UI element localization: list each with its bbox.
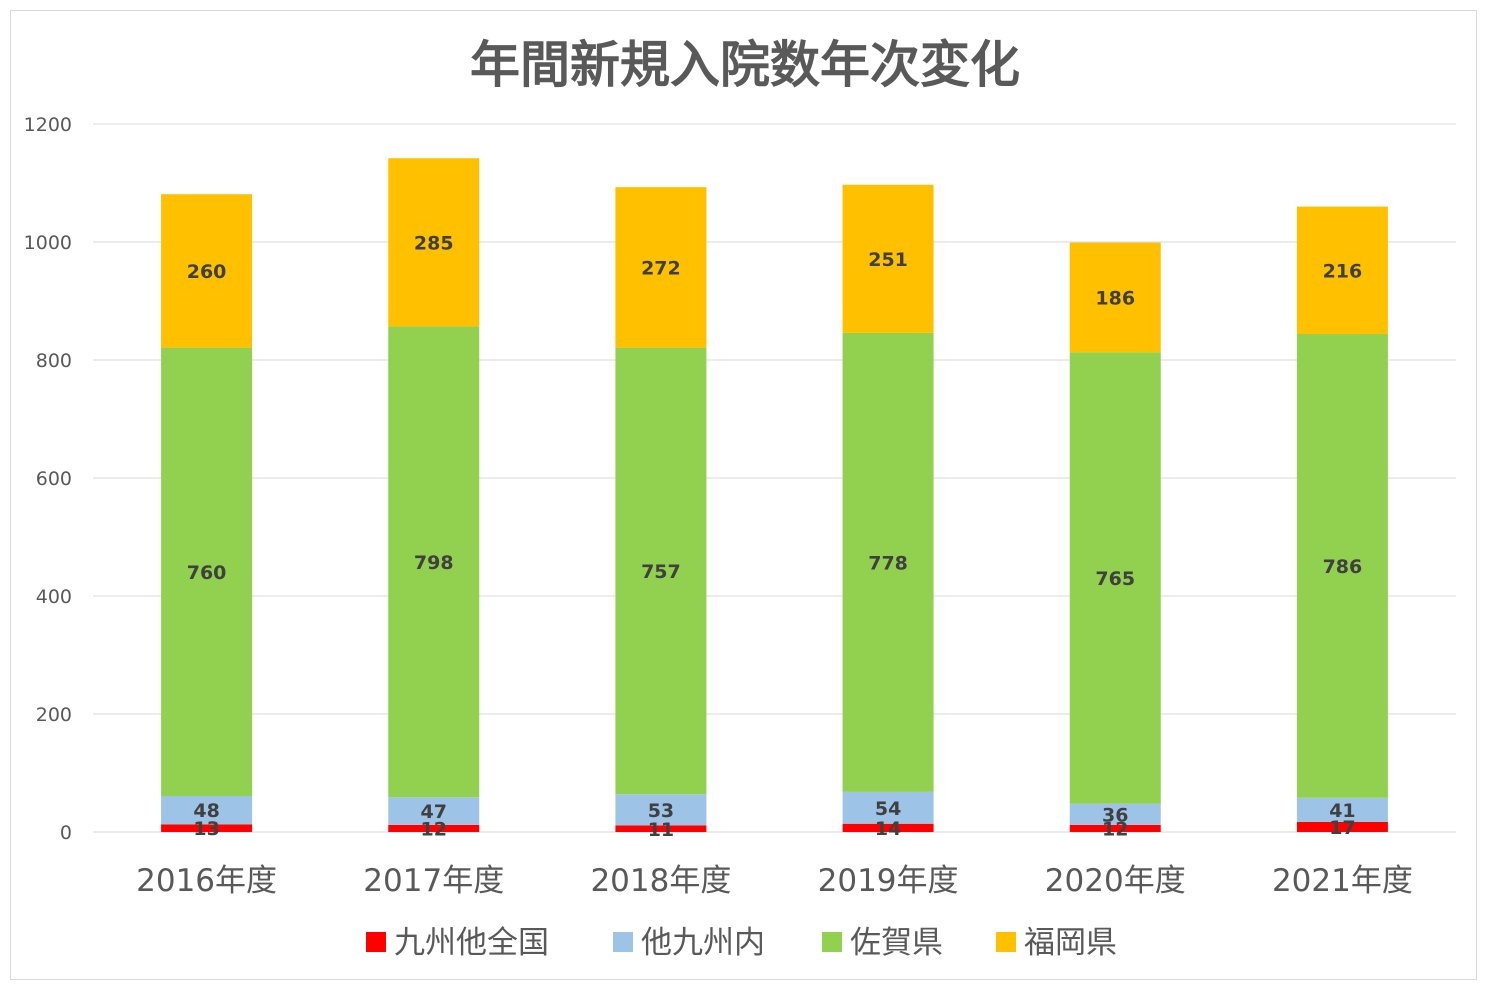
data-label: 12	[1102, 818, 1128, 840]
x-tick-label: 2016年度	[136, 863, 277, 899]
legend-swatch	[996, 932, 1016, 952]
gridlines	[93, 123, 1456, 833]
bar-segment	[1069, 352, 1161, 804]
bar-segment	[1069, 824, 1161, 832]
data-label: 48	[193, 800, 219, 822]
data-label: 786	[1323, 556, 1363, 578]
data-label: 14	[875, 818, 901, 840]
y-axis: 0 200 400 600 800 1000 1200	[24, 114, 72, 844]
bar-segment	[1069, 242, 1161, 353]
legend-label: 九州他全国	[394, 925, 549, 961]
bar-segment	[1296, 334, 1388, 798]
data-label: 251	[868, 249, 908, 271]
x-tick-label: 2018年度	[590, 863, 731, 899]
data-label: 11	[648, 819, 674, 841]
data-label: 765	[1095, 568, 1135, 590]
bar-segment	[842, 791, 934, 824]
legend-swatch	[822, 932, 842, 952]
legend-label: 福岡県	[1024, 925, 1117, 961]
y-tick-label: 1200	[24, 114, 72, 136]
bar-segment	[842, 823, 934, 832]
bar-segment	[1296, 797, 1388, 822]
bar-segment	[1069, 803, 1161, 825]
data-label: 760	[187, 562, 227, 584]
bar-segment	[388, 326, 480, 798]
bar-segment	[161, 796, 253, 825]
legend-label: 佐賀県	[850, 925, 943, 961]
bar-segment	[842, 184, 934, 333]
bar-segment	[615, 794, 707, 826]
data-label: 41	[1329, 800, 1355, 822]
x-tick-label: 2021年度	[1272, 863, 1413, 899]
legend-swatch	[613, 932, 633, 952]
legend: 九州他全国 他九州内 佐賀県 福岡県	[366, 925, 1117, 961]
chart-frame	[10, 10, 1477, 980]
chart-title: 年間新規入院数年次変化	[470, 36, 1020, 94]
data-label: 13	[193, 818, 219, 840]
y-tick-label: 800	[36, 350, 72, 372]
bar-segment	[161, 347, 253, 797]
x-axis: 2016年度 2017年度 2018年度 2019年度 2020年度 2021年度	[136, 863, 1413, 899]
y-tick-label: 600	[36, 468, 72, 490]
bars	[161, 158, 1388, 832]
bar-segment	[1296, 821, 1388, 832]
data-label: 272	[641, 257, 681, 279]
data-label: 798	[414, 552, 454, 574]
data-labels: 1348760260124779828511537572721454778251…	[187, 232, 1363, 840]
y-tick-label: 0	[60, 822, 72, 844]
y-tick-label: 200	[36, 704, 72, 726]
x-tick-label: 2017年度	[363, 863, 504, 899]
data-label: 53	[648, 800, 674, 822]
data-label: 260	[187, 261, 227, 283]
data-label: 17	[1329, 817, 1355, 839]
data-label: 186	[1095, 287, 1135, 309]
y-tick-label: 1000	[24, 232, 72, 254]
bar-segment	[842, 332, 934, 792]
bar-segment	[161, 824, 253, 832]
bar-segment	[615, 825, 707, 832]
data-label: 54	[875, 798, 901, 820]
legend-swatch	[366, 932, 386, 952]
x-tick-label: 2020年度	[1045, 863, 1186, 899]
bar-segment	[615, 347, 707, 795]
bar-segment	[615, 187, 707, 348]
y-tick-label: 400	[36, 586, 72, 608]
data-label: 757	[641, 561, 681, 583]
bar-segment	[1296, 206, 1388, 335]
bar-segment	[161, 194, 253, 348]
bar-segment	[388, 158, 480, 327]
data-label: 778	[868, 552, 908, 574]
data-label: 47	[421, 801, 447, 823]
data-label: 12	[421, 818, 447, 840]
bar-segment	[388, 797, 480, 825]
x-tick-label: 2019年度	[818, 863, 959, 899]
data-label: 36	[1102, 804, 1128, 826]
legend-label: 他九州内	[641, 925, 765, 961]
data-label: 216	[1323, 260, 1363, 282]
bar-segment	[388, 824, 480, 832]
data-label: 285	[414, 232, 454, 254]
